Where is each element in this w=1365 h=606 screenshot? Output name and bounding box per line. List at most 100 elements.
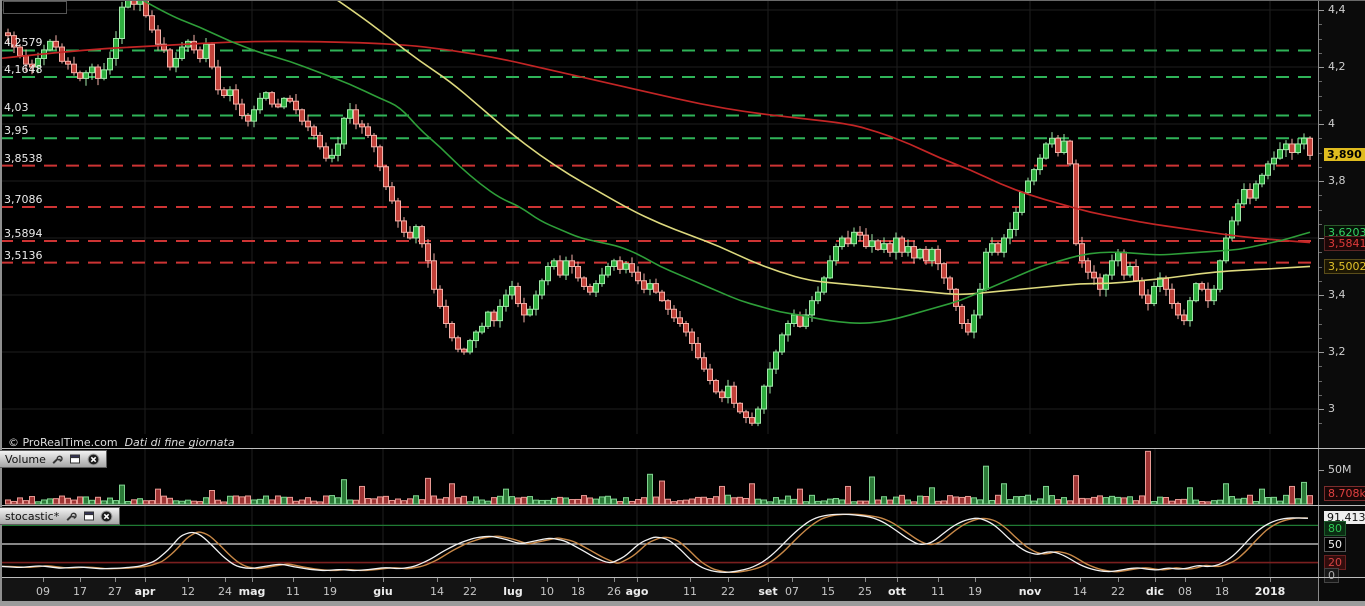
time-axis-tick-mark <box>252 578 253 582</box>
stochastic-pane[interactable] <box>0 506 1318 577</box>
volume-pane[interactable] <box>0 449 1318 505</box>
close-icon[interactable] <box>100 510 113 523</box>
x-tick-19: 19 <box>323 585 337 598</box>
volume-bar-up <box>1235 498 1241 505</box>
volume-bar-down <box>629 500 635 505</box>
candle-body-up <box>1193 283 1199 302</box>
x-tick-10: 10 <box>540 585 554 598</box>
volume-bar-up <box>851 501 857 505</box>
volume-bar-up <box>1211 500 1217 505</box>
volume-bar-down <box>389 499 395 505</box>
volume-bar-up <box>971 497 977 505</box>
candle-body-down <box>587 285 593 293</box>
price-axis-minor-tick <box>1319 381 1322 382</box>
volume-bar-up <box>1193 499 1199 505</box>
volume-pane-header[interactable]: Volume <box>0 450 107 468</box>
volume-bar-down <box>1169 500 1175 505</box>
candle-body-up <box>479 325 485 333</box>
candle-body-down <box>323 146 329 159</box>
close-icon[interactable] <box>87 453 100 466</box>
volume-bar-up <box>929 487 935 505</box>
volume-bar-up <box>1061 497 1067 505</box>
volume-bar-down <box>443 497 449 505</box>
candle-body-up <box>1301 137 1307 145</box>
window-icon[interactable] <box>82 510 95 523</box>
volume-bar-down <box>395 498 401 505</box>
volume-bar-up <box>497 495 503 505</box>
volume-bar-down <box>215 499 221 505</box>
volume-bar-up <box>1025 494 1031 505</box>
candle-body-up <box>107 57 113 71</box>
volume-chart-canvas[interactable] <box>0 449 1318 505</box>
volume-bar-down <box>719 485 725 505</box>
candle-body-up <box>329 154 335 159</box>
candle-body-up <box>1241 189 1247 205</box>
x-tick-11: 11 <box>931 585 945 598</box>
x-tick-nov: nov <box>1018 585 1042 598</box>
time-axis-tick-mark <box>768 578 769 582</box>
volume-bar-down <box>1205 501 1211 505</box>
volume-bar-down <box>269 499 275 505</box>
candle-body-down <box>1085 260 1091 273</box>
candle-body-up <box>977 288 983 316</box>
volume-bar-up <box>983 465 989 505</box>
candle-body-down <box>389 186 395 202</box>
candle-body-down <box>221 89 227 97</box>
level-label: 3,5894 <box>4 227 43 241</box>
stochastic-50-tag: 50 <box>1324 537 1346 552</box>
candle-body-up <box>989 243 995 253</box>
time-axis-tick-mark <box>470 578 471 582</box>
volume-bar-down <box>11 500 17 505</box>
volume-bar-down <box>737 496 743 505</box>
candle-body-up <box>1127 266 1133 276</box>
volume-bar-down <box>863 500 869 505</box>
time-axis-tick-mark <box>115 578 116 582</box>
volume-bar-up <box>533 499 539 505</box>
candle-body-down <box>695 342 701 359</box>
candle-body-down <box>749 417 755 424</box>
price-axis-column[interactable]: 4,44,243,83,63,43,233,8903,62033,58413,5… <box>1318 0 1365 606</box>
candle-body-up <box>851 231 857 245</box>
volume-bar-down <box>899 494 905 505</box>
candle-body-up <box>173 57 179 68</box>
price-axis-minor-tick <box>1319 81 1322 82</box>
price-axis-minor-tick <box>1319 153 1322 154</box>
candle-body-up <box>335 143 341 156</box>
volume-bar-up <box>527 496 533 505</box>
candle-body-down <box>857 231 863 236</box>
price-pane[interactable]: 4,2579 4,1648 4,03 3,95 3,8538 3,7086 3,5894 3,… <box>0 0 1318 448</box>
candle-body-down <box>965 323 971 333</box>
volume-bar-down <box>1139 495 1145 505</box>
stochastic-chart-canvas[interactable] <box>0 506 1318 577</box>
candle-body-down <box>1175 303 1181 316</box>
volume-bar-down <box>437 498 443 505</box>
wrench-icon[interactable] <box>51 453 64 466</box>
candle-body-up <box>341 117 347 145</box>
price-axis-minor-tick <box>1319 338 1322 339</box>
price-axis-minor-tick <box>1319 324 1322 325</box>
volume-bar-down <box>677 500 683 505</box>
candle-body-up <box>47 40 53 51</box>
price-chart-canvas[interactable] <box>0 0 1318 448</box>
candle-body-down <box>377 146 383 168</box>
volume-bar-down <box>407 498 413 505</box>
candle-body-up <box>545 266 551 282</box>
volume-pane-title: Volume <box>5 452 46 466</box>
candle-body-up <box>1253 183 1259 199</box>
volume-bar-up <box>725 494 731 505</box>
window-icon[interactable] <box>69 453 82 466</box>
volume-bar-down <box>569 499 575 505</box>
wrench-icon[interactable] <box>64 510 77 523</box>
stochastic-pane-header[interactable]: stocastic* <box>0 507 121 525</box>
candle-body-down <box>455 337 461 350</box>
volume-bar-up <box>1043 485 1049 505</box>
candle-body-down <box>911 246 917 259</box>
candle-body-down <box>1181 314 1187 322</box>
volume-bar-up <box>347 499 353 505</box>
pane-separator <box>0 448 1365 449</box>
volume-bar-down <box>299 499 305 505</box>
volume-bar-down <box>845 485 851 505</box>
x-tick-11: 11 <box>286 585 300 598</box>
volume-bar-up <box>989 499 995 505</box>
volume-bar-down <box>923 495 929 505</box>
